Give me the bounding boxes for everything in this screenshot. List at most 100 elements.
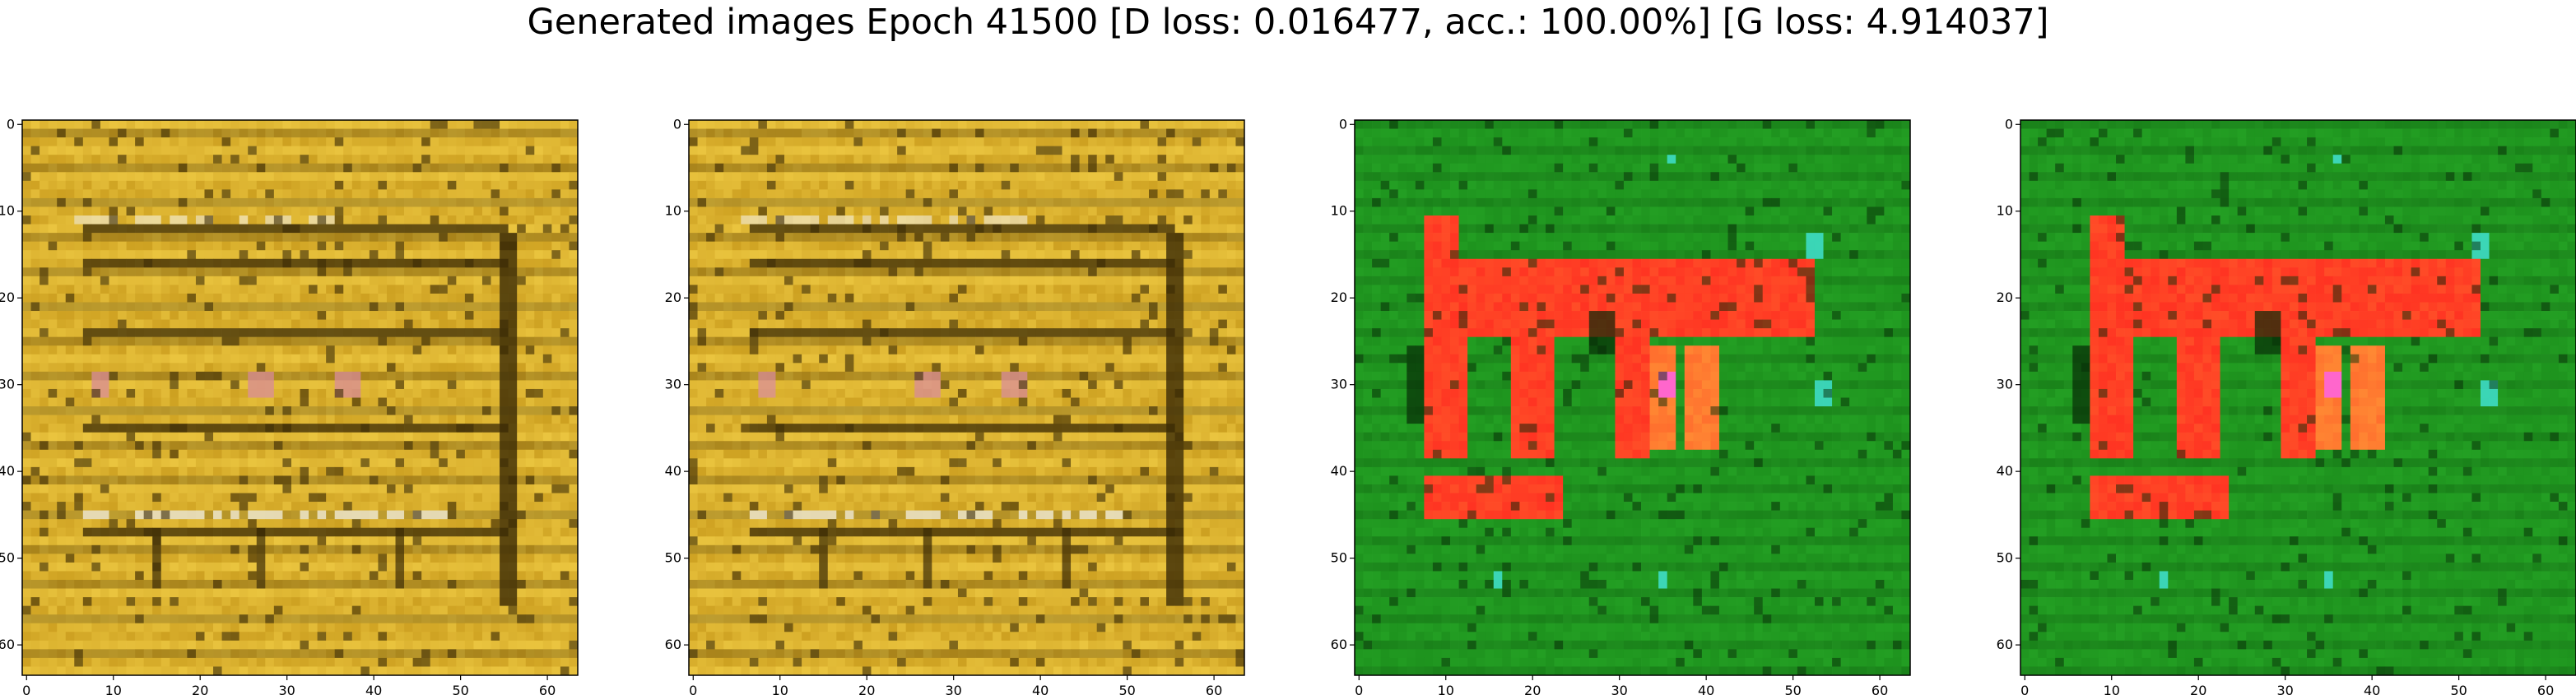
pixel	[82, 649, 92, 659]
pixel	[230, 336, 240, 346]
pixel	[404, 397, 413, 407]
pixel	[74, 449, 84, 459]
pixel	[282, 475, 292, 485]
pixel	[517, 172, 527, 182]
pixel	[923, 128, 932, 138]
pixel	[447, 224, 457, 234]
pixel	[65, 388, 75, 398]
pixel	[775, 120, 785, 129]
pixel	[473, 657, 483, 667]
pixel	[360, 224, 370, 234]
pixel	[447, 328, 457, 338]
pixel	[100, 406, 109, 415]
pixel	[248, 293, 258, 303]
pixel	[473, 319, 483, 329]
pixel	[195, 432, 205, 442]
pixel	[126, 233, 136, 243]
pixel	[481, 571, 491, 581]
pixel	[1183, 189, 1193, 199]
pixel	[213, 215, 222, 225]
pixel	[334, 267, 344, 277]
pixel	[82, 336, 92, 346]
pixel	[430, 640, 439, 650]
pixel	[551, 336, 561, 346]
pixel	[109, 649, 119, 659]
pixel	[135, 432, 145, 442]
pixel	[525, 388, 535, 398]
pixel	[343, 206, 353, 216]
pixel	[326, 397, 336, 407]
pixel	[897, 197, 907, 207]
pixel	[481, 336, 491, 346]
pixel	[160, 510, 170, 520]
pixel	[905, 128, 915, 138]
pixel	[221, 328, 231, 338]
pixel	[160, 224, 170, 234]
pixel	[82, 146, 92, 155]
pixel	[542, 415, 552, 424]
pixel	[282, 206, 292, 216]
pixel	[317, 345, 327, 355]
pixel	[273, 623, 283, 632]
pixel	[1140, 189, 1150, 199]
pixel	[65, 562, 75, 572]
pixel	[542, 424, 552, 433]
pixel	[966, 233, 976, 243]
pixel	[500, 206, 509, 216]
pixel	[560, 258, 570, 268]
pixel	[291, 328, 300, 338]
pixel	[343, 155, 353, 164]
pixel	[300, 657, 309, 667]
pixel	[404, 657, 413, 667]
pixel	[152, 336, 162, 346]
pixel	[91, 354, 101, 364]
pixel	[351, 441, 361, 451]
pixel	[91, 128, 101, 138]
pixel	[221, 363, 231, 373]
pixel	[412, 562, 422, 572]
pixel	[143, 336, 153, 346]
pixel	[334, 180, 344, 190]
pixel	[195, 189, 205, 199]
pixel	[170, 224, 179, 234]
pixel	[309, 536, 318, 546]
pixel	[508, 640, 518, 650]
pixel	[273, 415, 283, 424]
pixel	[421, 180, 431, 190]
pixel	[74, 554, 84, 563]
pixel	[560, 475, 570, 485]
pixel	[230, 241, 240, 251]
pixel	[143, 397, 153, 407]
pixel	[65, 493, 75, 503]
pixel	[204, 180, 214, 190]
pixel	[309, 527, 318, 537]
pixel	[170, 632, 179, 642]
pixel	[65, 354, 75, 364]
pixel	[187, 137, 197, 146]
pixel	[273, 632, 283, 642]
pixel	[430, 197, 439, 207]
pixel	[723, 206, 733, 216]
pixel	[178, 215, 188, 225]
pixel	[517, 424, 527, 433]
pixel	[273, 285, 283, 294]
pixel	[412, 649, 422, 659]
pixel	[395, 233, 405, 243]
pixel	[100, 267, 109, 277]
pixel	[256, 397, 266, 407]
pixel	[491, 424, 500, 433]
pixel	[914, 189, 924, 199]
pixel	[118, 137, 127, 146]
pixel	[170, 146, 179, 155]
pixel	[517, 363, 527, 373]
pixel	[230, 311, 240, 320]
pixel	[204, 544, 214, 554]
pixel	[239, 475, 249, 485]
pixel	[48, 519, 58, 529]
pixel	[378, 449, 388, 459]
pixel	[30, 397, 40, 407]
pixel	[239, 623, 249, 632]
pixel	[291, 302, 300, 312]
pixel	[430, 250, 439, 260]
pixel	[317, 380, 327, 390]
